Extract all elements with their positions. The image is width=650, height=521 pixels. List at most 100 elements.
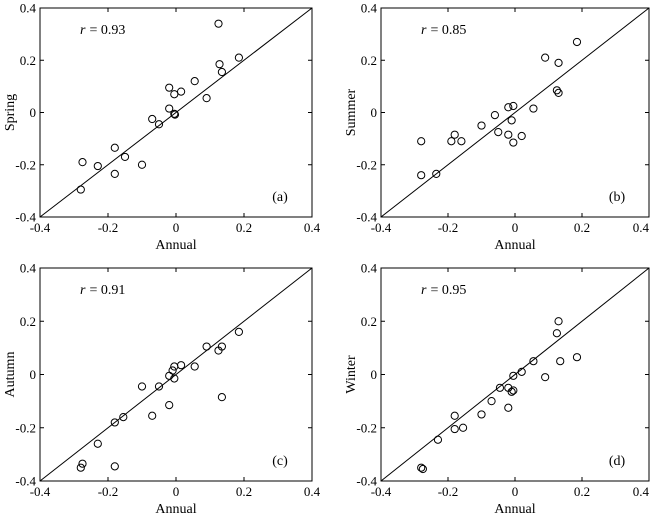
data-point [490, 111, 499, 120]
y-tick-label: -0.2 [356, 420, 377, 435]
data-point [93, 161, 102, 171]
x-tick-label: -0.2 [98, 220, 119, 235]
data-point [554, 58, 563, 67]
data-point [517, 367, 526, 376]
data-point [170, 110, 180, 119]
data-point [202, 94, 211, 103]
correlation-annotation: r = 0.95 [421, 283, 466, 298]
y-tick-label: -0.4 [356, 210, 377, 225]
data-point [418, 464, 427, 474]
y-axis-label: Autumn [3, 352, 18, 398]
data-point [554, 88, 563, 98]
one-to-one-line [39, 7, 313, 218]
y-tick-label: 0.4 [361, 261, 378, 276]
data-point [137, 160, 147, 169]
data-point [477, 121, 486, 130]
y-tick-label: -0.4 [15, 210, 36, 225]
x-axis-label: Annual [494, 238, 535, 253]
correlation-annotation: r = 0.93 [80, 23, 125, 38]
data-point [110, 169, 119, 178]
y-tick-label: 0 [371, 105, 378, 120]
x-tick-label: -0.2 [98, 484, 119, 499]
y-tick-label: 0.4 [361, 1, 378, 16]
data-point [509, 386, 518, 395]
y-tick-label: 0.2 [361, 314, 377, 329]
data-point [137, 382, 147, 391]
data-point [487, 397, 496, 406]
y-tick-label: -0.2 [15, 157, 36, 172]
data-point [572, 37, 582, 47]
y-tick-label: -0.4 [356, 474, 377, 489]
correlation-annotation: r = 0.91 [80, 283, 125, 298]
data-point [110, 143, 119, 152]
data-point [417, 171, 426, 180]
y-tick-label: -0.4 [15, 474, 36, 489]
data-point [154, 382, 164, 391]
data-point [78, 158, 87, 167]
x-tick-label: -0.2 [438, 220, 459, 235]
data-point [504, 103, 513, 112]
panel-tag: (d) [609, 454, 626, 469]
data-point [148, 114, 157, 124]
data-point [78, 459, 87, 468]
data-point [529, 104, 538, 113]
y-tick-label: -0.2 [356, 157, 377, 172]
correlation-annotation: r = 0.85 [421, 23, 466, 38]
one-to-one-line [380, 267, 650, 482]
data-point [517, 131, 526, 141]
data-point [450, 424, 459, 434]
x-tick-label: 0.2 [236, 484, 252, 499]
correlation-symbol: r [80, 283, 86, 298]
data-point [110, 462, 119, 471]
data-point [215, 60, 224, 69]
data-point [447, 137, 456, 146]
x-axis-label: Annual [494, 502, 535, 517]
data-point [458, 423, 468, 432]
data-point [504, 130, 513, 139]
y-tick-label: 0.4 [20, 1, 37, 16]
correlation-value: = 0.95 [430, 283, 466, 298]
x-tick-label: -0.4 [371, 220, 392, 235]
data-point [509, 138, 518, 147]
data-point [504, 403, 513, 412]
data-point [170, 90, 179, 99]
y-tick-label: -0.2 [15, 420, 36, 435]
data-point [477, 410, 486, 419]
data-point [450, 130, 459, 139]
data-point [217, 67, 226, 77]
one-to-one-line [380, 7, 650, 218]
data-point [177, 87, 186, 96]
panel-tag: (b) [609, 190, 626, 205]
data-point [234, 53, 243, 62]
data-point [120, 152, 130, 162]
one-to-one-line [39, 267, 313, 482]
data-point [76, 463, 85, 472]
data-point [170, 362, 179, 371]
data-point [165, 83, 174, 92]
y-tick-label: 0.2 [20, 314, 36, 329]
x-tick-label: 0.2 [574, 220, 590, 235]
data-point [509, 101, 518, 111]
x-tick-label: 0.2 [236, 220, 252, 235]
data-point [165, 104, 174, 113]
data-point [572, 353, 582, 362]
scatter-panel: -0.4 -0.2 0 0.2 0.4 -0.4 -0.2 0 0.2 0.4 Annual Autu… [3, 261, 321, 518]
data-point [170, 109, 179, 118]
data-point [170, 374, 179, 383]
x-tick-label: 0.4 [633, 484, 650, 499]
data-point [450, 411, 459, 420]
data-point [556, 357, 565, 366]
data-point [214, 19, 223, 28]
data-point [119, 413, 128, 422]
data-point [76, 185, 85, 194]
correlation-symbol: r [80, 23, 86, 38]
data-point [541, 53, 550, 62]
data-point [417, 137, 426, 146]
x-tick-label: 0 [173, 484, 180, 499]
correlation-value: = 0.91 [89, 283, 125, 298]
data-point [154, 120, 164, 129]
data-point [202, 342, 211, 351]
data-point [93, 439, 102, 448]
x-tick-label: 0 [512, 484, 519, 499]
